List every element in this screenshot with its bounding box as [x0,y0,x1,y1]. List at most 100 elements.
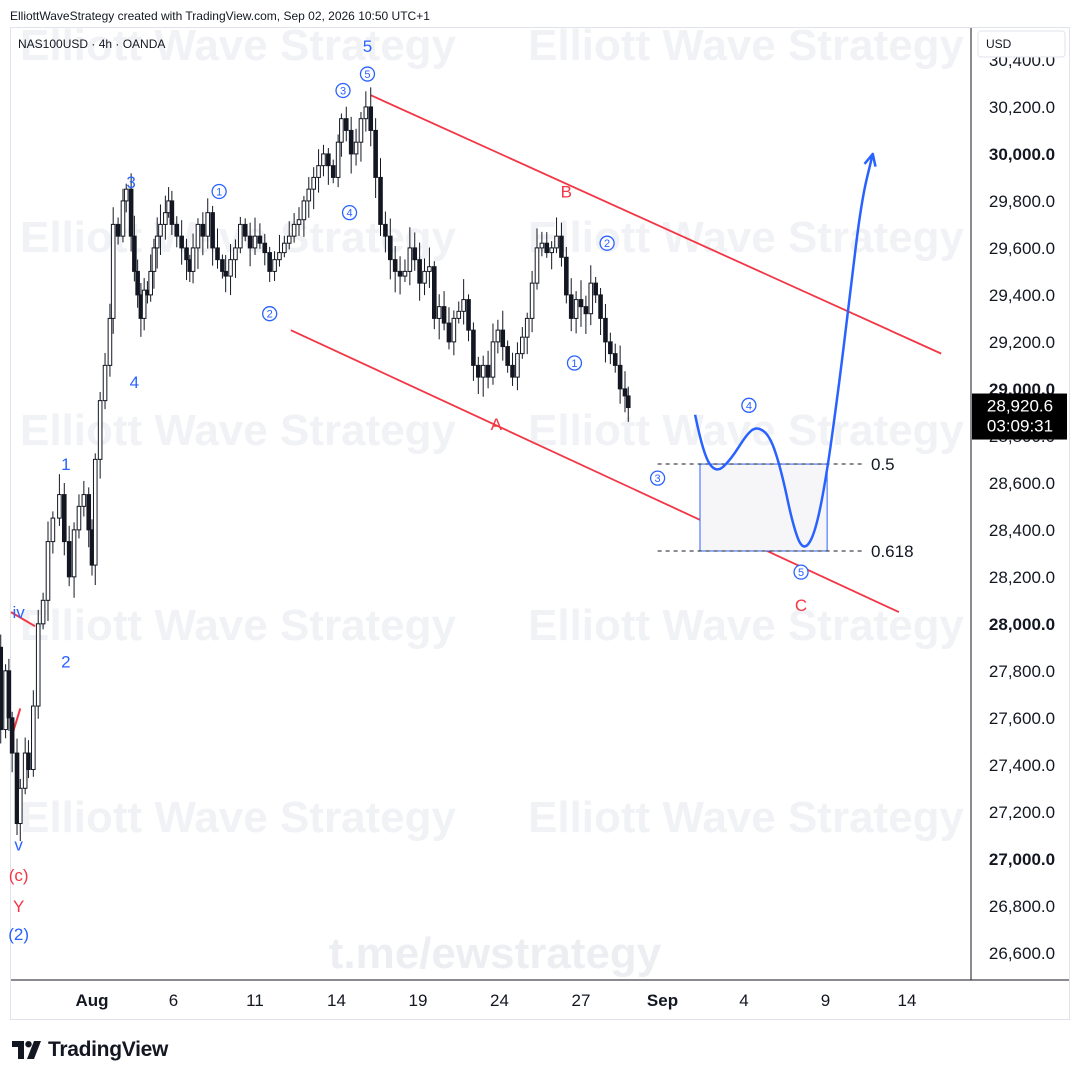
candle-body [564,256,569,296]
axes-layer: 30,400.030,200.030,000.029,800.029,600.0… [11,28,1069,1010]
price-tick-label: 29,600.0 [989,239,1055,258]
projection-layer [693,152,877,548]
candle-body [26,752,31,770]
currency-button[interactable] [977,30,1066,58]
candle-body [40,599,46,625]
wave-label: 3 [126,173,135,192]
chart-attribution: ElliottWaveStrategy created with Trading… [10,9,430,23]
candle-body [169,200,175,225]
candle-body [311,176,316,190]
wave-label: 3 [655,473,661,485]
candle-body [603,317,608,343]
tradingview-logo[interactable]: TradingView [12,1038,168,1062]
candles-layer [0,87,631,842]
candle-body [97,400,103,460]
wave-label-circle [793,564,809,580]
wave-labels-layer: 5 5 3 3 1 4 2 4 1 2 iv v (c) Y (2) B A 2 1 4 3 5 C [8,37,809,944]
candle-body [220,259,225,272]
candle-body [451,317,457,343]
candle-body [57,494,62,519]
candle-body [92,458,98,566]
candle-body [223,270,228,277]
time-tick-label: 11 [246,991,264,1010]
candle-body [335,141,341,178]
candle-body [495,329,501,343]
candle-body [387,235,393,261]
candle-body [490,341,496,378]
time-tick-label: 14 [327,991,346,1010]
candle-body [422,270,427,284]
candle-body [412,247,418,261]
candle-body [368,106,374,131]
wave-label-circle [741,397,757,413]
candle-body [200,223,206,237]
time-tick-label: 19 [409,991,428,1010]
candle-body [282,242,287,254]
target-zone-box [699,463,828,552]
candle-body [17,787,23,825]
price-tick-label: 28,200.0 [989,568,1055,587]
candle-body [417,259,422,284]
candle-body [267,252,272,272]
candle-body [593,282,598,296]
candle-body [190,247,196,272]
wave-label: 4 [130,373,139,392]
candle-body [588,282,594,315]
candle-body [135,270,140,296]
candle-body [598,294,603,319]
watermark-text: Elliott Wave Strategy [528,21,965,70]
bar-countdown: 03:09:31 [987,417,1053,436]
watermark-text: Elliott Wave Strategy [528,406,965,455]
candle-body [466,299,471,331]
candle-body [81,494,87,507]
wave-label: 1 [61,455,70,474]
red-trendline-stub [10,611,36,628]
candle-body [195,223,201,249]
lower-channel [290,329,900,613]
fib-layer: 0.5 0.618 [657,455,914,561]
price-tick-label: 30,000.0 [989,145,1055,164]
watermark-text: Elliott Wave Strategy [20,601,457,650]
wave-label: 4 [346,208,352,220]
candle-body [107,317,113,366]
candle-body [427,266,432,272]
candle-body [485,364,491,378]
watermark-text: Elliott Wave Strategy [528,601,965,650]
candle-body [441,306,447,324]
wave-label: 2 [604,238,610,250]
candle-body [184,247,189,261]
candle-body [461,299,466,312]
candle-body [554,235,559,249]
candle-body [45,541,51,601]
candle-body [321,153,326,167]
time-tick-label: Aug [75,991,108,1010]
candle-body [154,235,160,249]
candle-body [242,223,248,237]
candle-body [301,200,307,221]
wave-label-circle [335,82,351,99]
candle-body [326,153,331,167]
candle-body [436,306,442,319]
wave-label: (c) [9,866,29,885]
tradingview-logo-icon [12,1041,41,1059]
price-tick-label: 29,200.0 [989,333,1055,352]
time-tick-label: 24 [490,991,509,1010]
candle-body [286,235,292,244]
candle-body [524,317,530,338]
wave-label: 5 [363,37,372,56]
candle-body [432,266,437,319]
candle-body [215,247,220,261]
candle-body [291,223,297,237]
time-tick-label: 4 [739,991,748,1010]
candle-body [343,118,349,131]
candle-body [330,165,336,178]
candle-body [50,517,56,543]
candle-body [510,364,515,378]
candle-body [612,353,618,366]
wave-label: v [14,836,23,855]
candle-body [363,106,369,120]
candle-body [544,242,550,254]
price-tick-label: 30,200.0 [989,98,1055,117]
candle-body [205,212,211,237]
